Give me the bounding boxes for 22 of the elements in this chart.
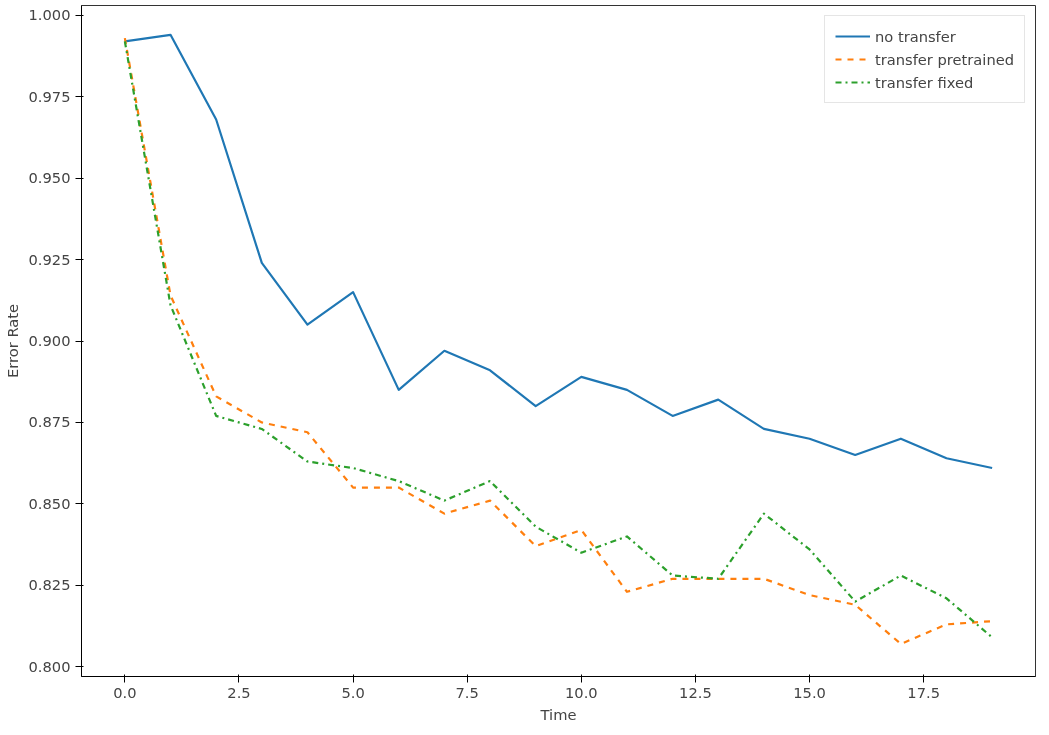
x-tick-label: 15.0: [793, 683, 826, 701]
x-tick-label: 12.5: [679, 683, 712, 701]
x-tick-label: 2.5: [227, 683, 251, 701]
y-axis-title: Error Rate: [3, 303, 21, 378]
y-tick-label: 0.800: [28, 657, 71, 675]
x-tick-label: 5.0: [341, 683, 365, 701]
y-tick-label: 0.825: [28, 576, 71, 594]
x-tick-label: 0.0: [113, 683, 137, 701]
y-tick-label: 1.000: [28, 6, 71, 24]
y-tick-label: 0.850: [28, 494, 71, 512]
legend-label: transfer pretrained: [875, 50, 1014, 68]
x-tick-label: 7.5: [455, 683, 479, 701]
x-tick-label: 17.5: [907, 683, 940, 701]
legend-label: transfer fixed: [875, 73, 974, 91]
y-tick-label: 0.975: [28, 87, 71, 105]
y-tick-label: 0.950: [28, 169, 71, 187]
y-tick-label: 0.925: [28, 250, 71, 268]
x-axis-title: Time: [539, 705, 577, 723]
y-tick-label: 0.875: [28, 413, 71, 431]
y-tick-label: 0.900: [28, 332, 71, 349]
x-tick-label: 10.0: [565, 683, 598, 701]
legend-label: no transfer: [875, 27, 956, 45]
